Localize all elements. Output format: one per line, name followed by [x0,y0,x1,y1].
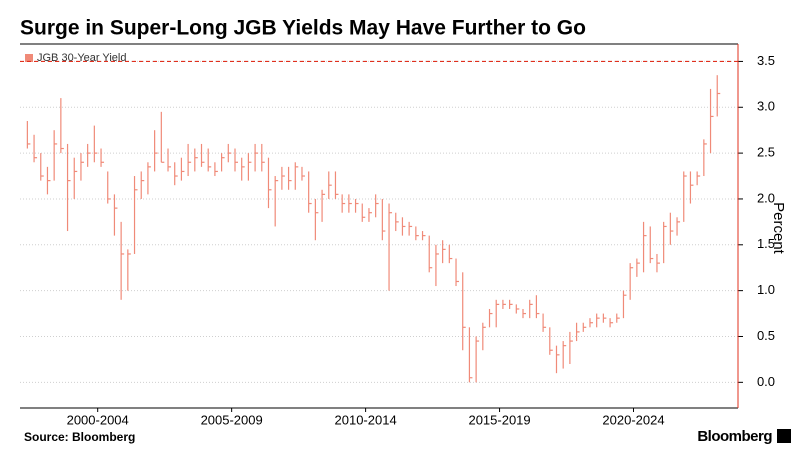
x-tick-label: 2010-2014 [335,412,397,427]
x-tick-label: 2020-2024 [602,412,664,427]
legend-label: JGB 30-Year Yield [37,52,126,64]
x-tick-label: 2005-2009 [201,412,263,427]
y-tick-label: 3.0 [757,99,775,114]
y-tick-label: 2.0 [757,190,775,205]
y-tick-label: 1.0 [757,282,775,297]
y-tick-label: 1.5 [757,236,775,251]
chart-title: Surge in Super-Long JGB Yields May Have … [20,17,586,40]
source: Source: Bloomberg [24,430,135,444]
y-tick-label: 2.5 [757,145,775,160]
x-tick-label: 2000-2004 [67,412,129,427]
y-tick-label: 0.0 [757,374,775,389]
brand: Bloomberg [697,428,772,445]
y-tick-label: 0.5 [757,328,775,343]
y-tick-label: 3.5 [757,53,775,68]
legend-swatch [25,54,33,62]
brand-icon [777,429,791,443]
y-axis-label: Percent [770,202,787,255]
x-tick-label: 2015-2019 [468,412,530,427]
